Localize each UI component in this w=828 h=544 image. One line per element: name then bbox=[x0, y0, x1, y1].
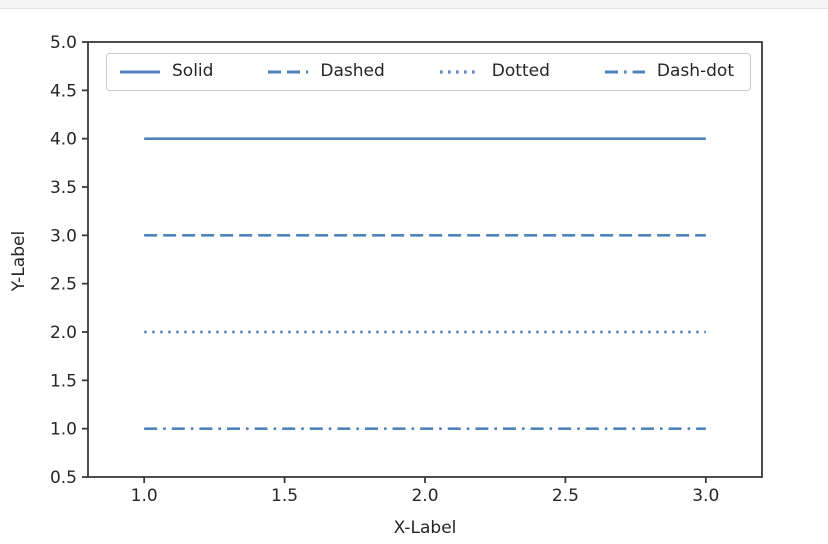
y-tick-label: 1.0 bbox=[50, 420, 77, 440]
y-tick-label: 4.5 bbox=[50, 81, 77, 101]
legend-line-sample-dotted bbox=[439, 70, 480, 74]
y-tick-label: 3.5 bbox=[50, 178, 77, 198]
x-axis-label: X-Label bbox=[393, 518, 457, 538]
legend-item-dashed: Dashed bbox=[267, 61, 385, 81]
x-tick-label: 1.0 bbox=[131, 486, 158, 506]
y-tick-label: 1.5 bbox=[50, 371, 77, 391]
x-tick-label: 2.0 bbox=[411, 486, 438, 506]
x-tick-label: 2.5 bbox=[552, 486, 579, 506]
y-tick-label: 3.0 bbox=[50, 226, 77, 246]
x-tick-label: 3.0 bbox=[692, 486, 719, 506]
window-top-bar bbox=[0, 0, 828, 9]
y-tick-label: 5.0 bbox=[50, 33, 77, 53]
legend-item-dashdot: Dash-dot bbox=[604, 63, 734, 81]
x-tick-label: 1.5 bbox=[271, 486, 298, 506]
legend-label: Dashed bbox=[320, 61, 385, 81]
y-tick-label: 2.5 bbox=[50, 275, 77, 295]
legend-label: Dotted bbox=[491, 61, 550, 81]
axes-spines bbox=[87, 41, 763, 478]
legend: Solid Dashed Dotted Dash-dot bbox=[106, 53, 751, 91]
y-axis-label: Y-Label bbox=[9, 230, 29, 292]
legend-line-sample-solid bbox=[120, 70, 160, 74]
legend-item-solid: Solid bbox=[119, 63, 213, 81]
y-tick-label: 0.5 bbox=[50, 468, 77, 488]
y-tick-label: 2.0 bbox=[50, 323, 77, 343]
legend-label: Solid bbox=[172, 61, 214, 81]
legend-label: Dash-dot bbox=[656, 61, 734, 81]
legend-line-sample-dashed bbox=[268, 70, 309, 74]
legend-item-dotted: Dotted bbox=[439, 63, 550, 81]
legend-line-sample-dashdot bbox=[604, 70, 645, 74]
y-tick-label: 4.0 bbox=[50, 130, 77, 150]
